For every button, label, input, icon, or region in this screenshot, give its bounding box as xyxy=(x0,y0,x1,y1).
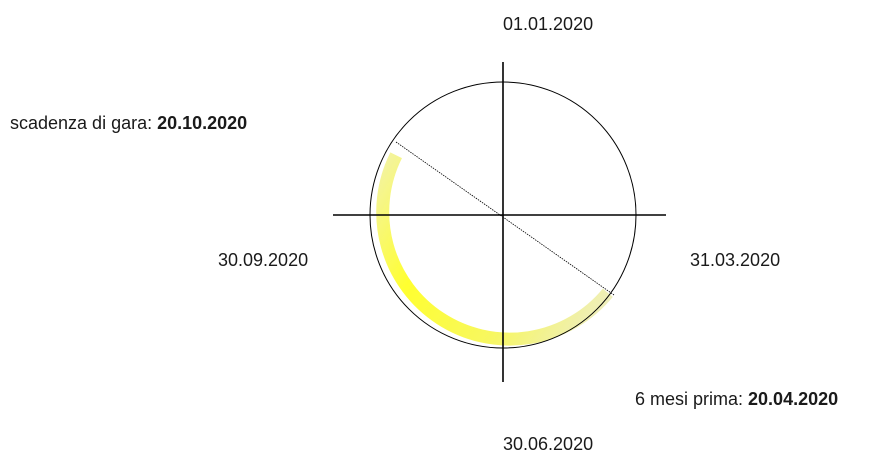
label-bottom-date: 30.06.2020 xyxy=(503,434,594,454)
label-top-date: 01.01.2020 xyxy=(503,14,594,34)
six-months-label: 6 mesi prima: 20.04.2020 xyxy=(635,389,838,409)
deadline-prefix: scadenza di gara: xyxy=(10,113,158,133)
six-months-date: 20.04.2020 xyxy=(748,389,839,409)
period-arc xyxy=(376,152,613,346)
deadline-date: 20.10.2020 xyxy=(157,113,248,133)
diagonal-connector xyxy=(395,141,615,296)
deadline-label: scadenza di gara: 20.10.2020 xyxy=(10,113,247,133)
six-months-prefix: 6 mesi prima: xyxy=(635,389,749,409)
label-left-date: 30.09.2020 xyxy=(218,250,309,270)
label-right-date: 31.03.2020 xyxy=(690,250,781,270)
